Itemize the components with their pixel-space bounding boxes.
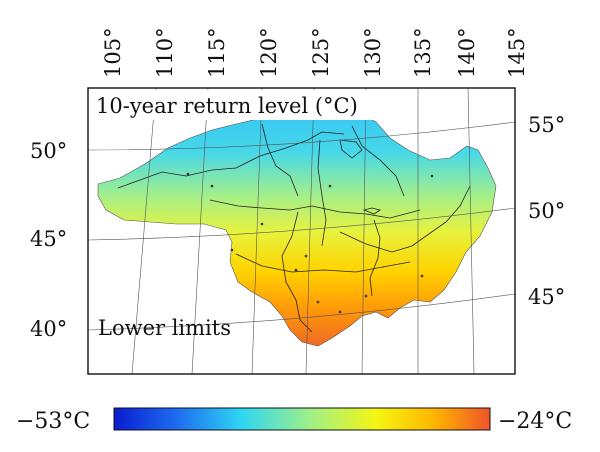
map-subtitle: Lower limits: [98, 316, 231, 340]
lon-label: 140°: [455, 27, 479, 78]
station-dot: [294, 268, 298, 272]
meridian-line: [251, 88, 263, 374]
boundary-line: [235, 253, 411, 273]
boundary-line: [281, 211, 313, 333]
lon-label: 125°: [309, 27, 333, 78]
lon-label: 135°: [411, 27, 435, 78]
station-dot: [420, 274, 424, 278]
boundary-line: [369, 219, 381, 297]
station-dot: [186, 172, 190, 176]
boundary-line: [339, 139, 363, 159]
lon-label: 120°: [257, 27, 281, 78]
lon-label: 115°: [205, 27, 229, 78]
lon-label: 105°: [101, 27, 125, 78]
parallel-line: [88, 207, 515, 241]
lat-label-right: 55°: [528, 113, 565, 137]
station-dot: [260, 222, 264, 226]
boundary-line: [351, 125, 405, 197]
lat-label-left: 45°: [30, 227, 67, 251]
station-dot: [338, 310, 342, 314]
station-dot: [304, 254, 308, 258]
parallel-line: [88, 293, 515, 331]
station-dot: [210, 184, 214, 188]
graticule: [88, 88, 515, 374]
study-region: [97, 109, 497, 347]
station-markers: [186, 172, 434, 314]
station-dot: [316, 300, 320, 304]
boundary-line: [317, 139, 327, 247]
lon-label: 110°: [153, 27, 177, 78]
colorbar-min-label: −53°C: [16, 409, 90, 434]
parallel-line: [88, 121, 515, 151]
map-frame: [87, 87, 516, 375]
right-latitude-labels: 55° 50° 45°: [528, 113, 565, 309]
station-dot: [430, 174, 434, 178]
station-dot: [364, 294, 368, 298]
colorbar-max-label: −24°C: [498, 409, 572, 434]
lat-label-left: 50°: [30, 139, 67, 163]
station-dot: [230, 248, 234, 252]
boundary-line: [209, 199, 421, 219]
boundary-line: [362, 207, 381, 215]
title-backing: [92, 90, 390, 120]
boundary-line: [339, 185, 471, 253]
lat-label-right: 50°: [528, 199, 565, 223]
lat-label-left: 40°: [30, 317, 67, 341]
top-longitude-labels: 105° 110° 115° 120° 125° 130° 135° 140° …: [101, 27, 529, 78]
map-title: 10-year return level (°C): [96, 94, 358, 118]
meridian-line: [467, 88, 475, 374]
colorbar: [113, 407, 491, 431]
station-dot: [328, 184, 332, 188]
lon-label: 145°: [505, 27, 529, 78]
left-latitude-labels: 50° 45° 40°: [30, 139, 67, 341]
boundary-line: [261, 123, 299, 197]
meridian-line: [131, 88, 157, 374]
lat-label-right: 45°: [528, 285, 565, 309]
meridian-line: [191, 88, 209, 374]
meridian-line: [305, 88, 315, 374]
meridian-line: [361, 88, 367, 374]
lon-label: 130°: [361, 27, 385, 78]
